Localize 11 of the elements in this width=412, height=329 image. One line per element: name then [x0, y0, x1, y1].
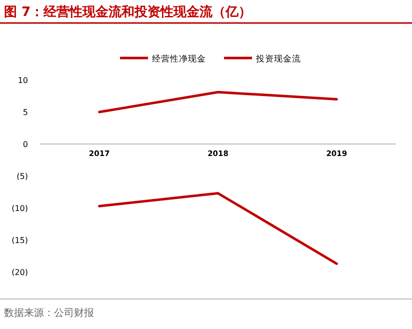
y-tick-label: (15)	[12, 236, 28, 245]
chart-title: 图 7：经营性现金流和投资性现金流（亿）	[4, 4, 252, 20]
y-tick-label: 10	[18, 76, 28, 85]
y-tick-label: 5	[22, 108, 28, 117]
source-note: 数据来源：公司财报	[4, 307, 94, 319]
y-tick-label: (20)	[12, 268, 28, 277]
y-tick-label: (5)	[16, 172, 28, 181]
legend-label: 经营性净现金	[152, 54, 206, 64]
legend-label: 投资现金流	[255, 54, 301, 64]
y-tick-label: 0	[22, 140, 28, 149]
y-tick-label: (10)	[12, 204, 28, 213]
